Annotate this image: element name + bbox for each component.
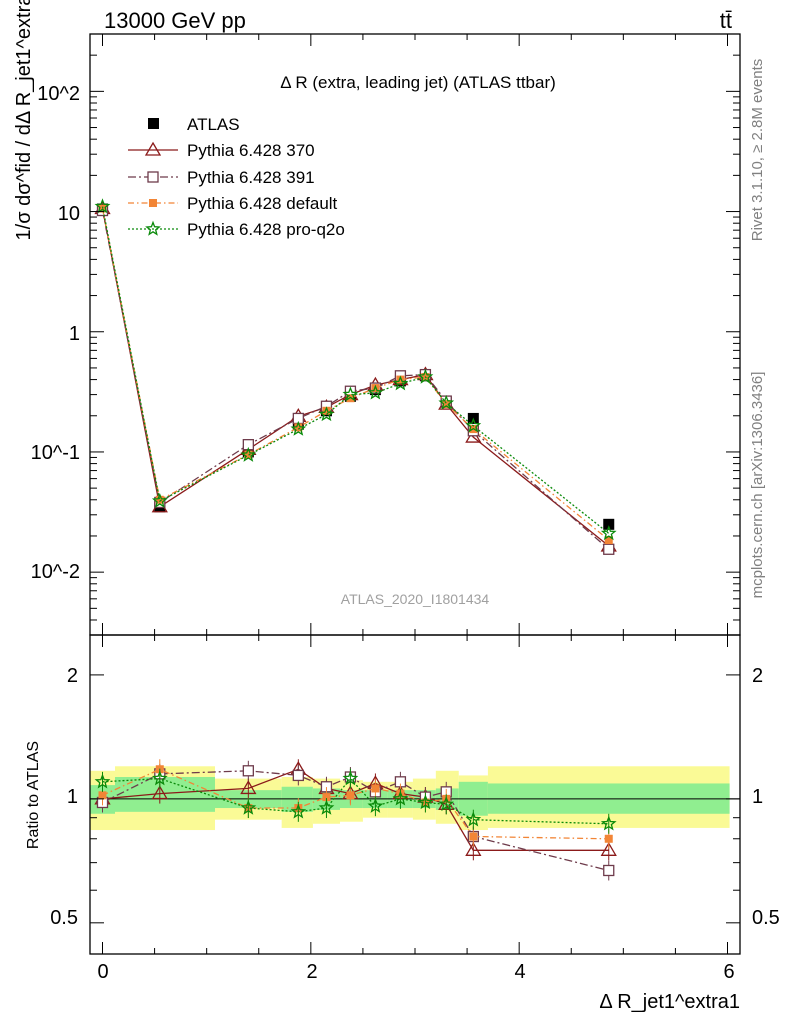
y-tick-label-100: 10^2	[37, 83, 80, 105]
ratio-y-axis-label: Ratio to ATLAS	[25, 741, 42, 849]
ratio-tick-label-0.5: 0.5	[50, 907, 78, 929]
ratio-point-0-2	[240, 780, 257, 795]
y-tick-label-1: 1	[69, 323, 80, 345]
ratio-point-3-5	[342, 770, 359, 786]
ratio-plot-series	[94, 759, 617, 881]
point-3-3	[294, 423, 303, 432]
main-plot-title: Δ R (extra, leading jet) (ATLAS ttbar)	[280, 73, 556, 92]
point-0-11	[603, 518, 615, 530]
ratio-tick-label-1: 1	[67, 786, 78, 808]
ratio-point-2-5	[346, 791, 355, 800]
y-tick-label-1e-2: 10^-2	[31, 561, 80, 583]
ratio-tick-label-1-right: 1	[752, 786, 763, 808]
point-4-6	[367, 384, 384, 400]
axis-ticks	[90, 33, 740, 954]
legend-label-proq2o: Pythia 6.428 pro-q2o	[187, 220, 345, 239]
ratio-point-1-2	[242, 765, 254, 777]
main-plot-series	[94, 198, 617, 555]
ratio-series-3	[94, 768, 617, 834]
ratio-point-1-3	[292, 769, 304, 782]
point-4-8	[417, 368, 434, 384]
point-4-11	[600, 525, 617, 541]
ratio-point-3-8	[417, 794, 434, 810]
series-1	[94, 200, 617, 552]
point-3-5	[346, 394, 355, 403]
ratio-point-0-11	[600, 842, 617, 856]
point-4-10	[465, 417, 482, 433]
x-tick-label-0: 0	[97, 961, 108, 983]
series-line-1	[101, 208, 610, 547]
ratio-point-2-10	[469, 832, 478, 841]
ratio-line-3	[102, 777, 609, 825]
ratio-point-2-0	[98, 791, 107, 800]
ratio-point-0-10	[465, 842, 482, 856]
point-3-4	[322, 406, 331, 415]
series-line-3	[101, 208, 610, 541]
legend-label-atlas: ATLAS	[187, 115, 240, 134]
ratio-point-1-11	[603, 864, 615, 877]
ratio-point-3-2	[240, 799, 257, 815]
legend-marker-default	[149, 199, 157, 207]
legend-marker-atlas	[148, 118, 159, 129]
ratio-line-1	[102, 770, 609, 872]
ratio-point-2-6	[371, 784, 380, 793]
main-y-axis-label: 1/σ dσ^fid / dΔ R_jet1^extra1	[13, 0, 35, 240]
mcplots-label: mcplots.cern.ch [arXiv:1306.3436]	[749, 372, 766, 599]
rivet-label: Rivet 3.1.10, ≥ 2.8M events	[749, 59, 766, 242]
x-tick-label-4: 4	[514, 961, 525, 983]
legend-star-shape	[145, 220, 161, 236]
ratio-tick-label-2-right: 2	[752, 665, 763, 687]
point-3-7	[396, 375, 405, 384]
ratio-point-3-9	[438, 796, 455, 812]
point-4-5	[342, 386, 359, 402]
ratio-point-3-3	[290, 803, 307, 819]
legend: ATLAS Pythia 6.428 370 Pythia 6.428 391 …	[128, 115, 345, 239]
point-4-4	[318, 406, 335, 422]
analysis-watermark: ATLAS_2020_I1801434	[341, 591, 490, 607]
point-4-2	[240, 446, 257, 462]
legend-label-391: Pythia 6.428 391	[187, 168, 315, 187]
point-4-9	[438, 394, 455, 410]
ratio-point-2-4	[322, 793, 331, 802]
x-tick-label-6: 6	[723, 961, 734, 983]
point-3-9	[442, 400, 451, 409]
point-4-1	[151, 492, 168, 508]
legend-marker-370	[144, 141, 162, 156]
x-tick-label-2: 2	[306, 961, 317, 983]
ratio-point-3-10	[465, 811, 482, 827]
ratio-point-3-1	[151, 770, 168, 786]
ratio-tick-label-2: 2	[67, 665, 78, 687]
point-3-1	[155, 495, 164, 504]
ratio-point-3-0	[94, 773, 111, 789]
legend-marker-proq2o	[145, 220, 161, 236]
ratio-line-0	[102, 768, 609, 851]
ratio-point-3-6	[367, 797, 384, 813]
point-4-7	[392, 375, 409, 391]
legend-marker-391	[147, 171, 159, 183]
ratio-point-3-4	[318, 799, 335, 815]
series-2	[96, 204, 615, 555]
point-3-11	[604, 536, 613, 545]
ratio-point-3-7	[392, 790, 409, 806]
y-tick-label-10: 10	[58, 203, 80, 225]
y-tick-label-1e-1: 10^-1	[31, 442, 80, 464]
legend-label-370: Pythia 6.428 370	[187, 141, 315, 160]
point-2-11	[603, 543, 615, 555]
ratio-point-0-1	[151, 785, 168, 800]
ratio-uncertainty-bands	[90, 766, 730, 831]
series-line-2	[101, 210, 610, 550]
point-4-0	[94, 198, 111, 214]
ratio-point-2-11	[604, 834, 613, 843]
energy-label: 13000 GeV pp	[104, 8, 246, 33]
x-axis-label: Δ R_jet1^extra1	[599, 991, 740, 1013]
process-label: tt̄	[720, 8, 732, 33]
series-4	[94, 198, 617, 541]
ratio-point-3-11	[600, 815, 617, 831]
point-4-3	[290, 420, 307, 436]
ratio-tick-label-0.5-right: 0.5	[752, 907, 780, 929]
legend-label-default: Pythia 6.428 default	[187, 194, 338, 213]
